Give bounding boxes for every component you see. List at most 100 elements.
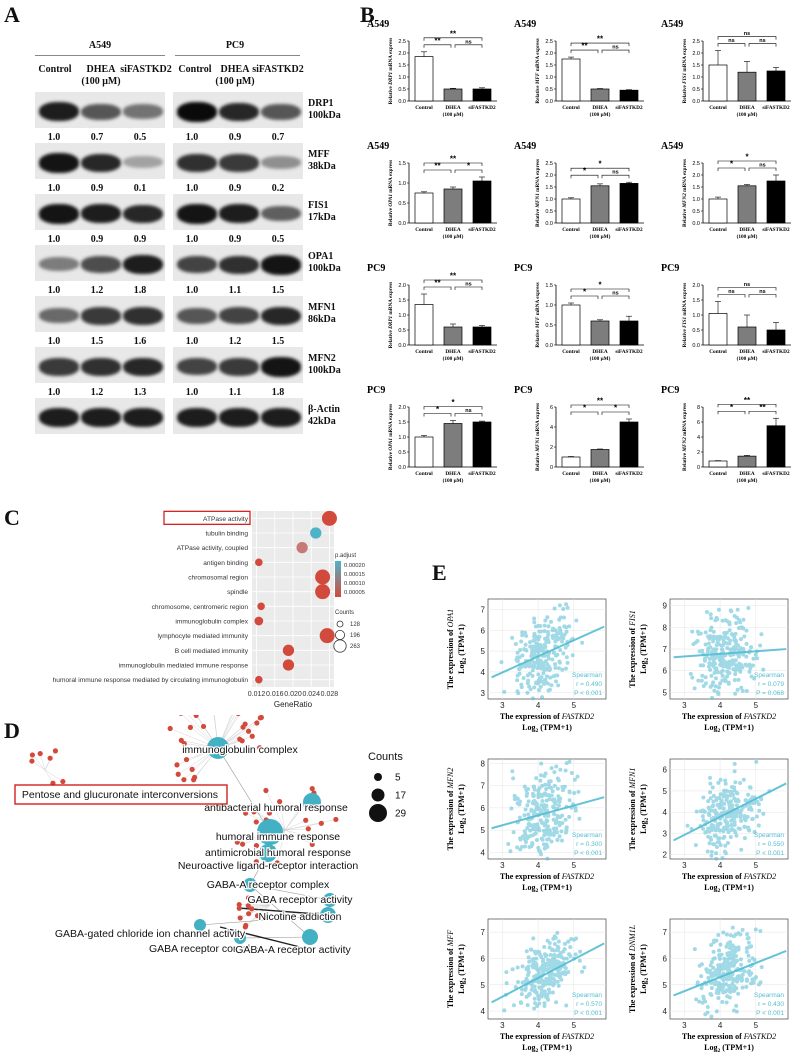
legend-circle bbox=[374, 773, 382, 781]
y-label-gene: OPA1 bbox=[388, 438, 394, 451]
significance-bracket bbox=[717, 287, 777, 291]
significance-label: * bbox=[436, 405, 440, 414]
scatter-point bbox=[719, 800, 724, 805]
significance-label: ns bbox=[612, 291, 618, 297]
scatter-point bbox=[727, 661, 732, 666]
count-legend-circle bbox=[334, 630, 345, 641]
y-tick-label: 6 bbox=[481, 804, 486, 813]
scatter-point bbox=[722, 963, 727, 968]
bar bbox=[414, 304, 434, 346]
scatter-point bbox=[747, 945, 752, 950]
scatter-point bbox=[700, 808, 705, 813]
x-tick-label: 4 bbox=[536, 701, 541, 710]
scatter-point bbox=[722, 662, 727, 667]
gene-node bbox=[193, 715, 199, 719]
stat-p: P < 0.001 bbox=[756, 850, 784, 857]
term-hub-node bbox=[207, 737, 229, 759]
scatter-point bbox=[564, 829, 569, 834]
scatter-points bbox=[685, 759, 772, 861]
scatter-point bbox=[711, 639, 716, 644]
scatter-point bbox=[723, 960, 728, 965]
significance-label: ns bbox=[759, 38, 765, 44]
y-unit-sub: 2 bbox=[644, 818, 650, 821]
y-label-gene: MFN1 bbox=[535, 193, 541, 209]
scatter-point bbox=[543, 667, 548, 672]
scatter-point bbox=[702, 656, 707, 661]
x-label-gene: FASTKD2 bbox=[743, 712, 776, 721]
gene-node bbox=[254, 913, 261, 919]
x-axis-label: The expression of FASTKD2 bbox=[500, 1032, 594, 1041]
scatter-point bbox=[688, 671, 693, 676]
scatter-point bbox=[574, 618, 579, 623]
significance-label: * bbox=[583, 167, 587, 176]
term-dot bbox=[315, 584, 331, 600]
significance-label: ns bbox=[612, 45, 618, 51]
scatter-point bbox=[539, 794, 544, 799]
significance-bracket bbox=[601, 174, 630, 179]
blot-band bbox=[177, 102, 217, 122]
scatter-point bbox=[532, 660, 537, 665]
scatter-point bbox=[556, 939, 561, 944]
network-edge bbox=[284, 829, 308, 837]
scatter-point bbox=[531, 638, 536, 643]
chart-cell-label: PC9 bbox=[514, 385, 532, 396]
scatter-point bbox=[717, 956, 722, 961]
network-edge bbox=[251, 904, 271, 910]
regression-line bbox=[491, 625, 605, 679]
y-tick-label: 0.5 bbox=[545, 323, 553, 329]
scatter-point bbox=[692, 686, 697, 691]
scatter-point bbox=[745, 932, 750, 937]
scatter-point bbox=[515, 650, 520, 655]
scatter-point bbox=[556, 778, 561, 783]
blot-band bbox=[81, 408, 121, 428]
scatter-point bbox=[724, 814, 729, 819]
gene-node bbox=[239, 841, 246, 847]
category-label: DHEA bbox=[592, 471, 607, 477]
scatter-point bbox=[727, 628, 732, 633]
y-label-gene: OPA1 bbox=[446, 609, 455, 628]
significance-label: ** bbox=[744, 396, 751, 405]
scatter-point bbox=[558, 631, 563, 636]
y-label-post: mRNA express bbox=[388, 404, 394, 438]
gene-node bbox=[333, 816, 339, 823]
y-tick-label: 0.0 bbox=[545, 343, 553, 349]
scatter-point bbox=[718, 843, 723, 848]
scatter-points bbox=[499, 602, 585, 701]
scatter-point bbox=[526, 812, 531, 817]
scatter-point bbox=[708, 963, 713, 968]
scatter-point bbox=[551, 826, 556, 831]
scatter-point bbox=[504, 970, 509, 975]
scatter-point bbox=[532, 996, 537, 1001]
significance-bracket bbox=[570, 404, 630, 408]
scatter-point bbox=[508, 849, 513, 854]
y-unit-log: Log bbox=[639, 661, 648, 674]
bar bbox=[708, 460, 728, 468]
scatter-points bbox=[506, 759, 582, 861]
scatter-point bbox=[534, 838, 539, 843]
scatter-point bbox=[534, 776, 539, 781]
protein-size: 42kDa bbox=[308, 416, 336, 427]
scatter-point bbox=[561, 788, 566, 793]
scatter-point bbox=[524, 633, 529, 638]
chart-cell-label: A549 bbox=[661, 141, 683, 152]
significance-bracket bbox=[570, 411, 599, 415]
scatter-point bbox=[557, 617, 562, 622]
gene-node bbox=[263, 787, 269, 794]
scatter-point bbox=[728, 940, 733, 945]
scatter-point bbox=[562, 624, 567, 629]
blot-band bbox=[39, 257, 79, 272]
protein-name: FIS1 bbox=[308, 200, 329, 211]
y-tick-label: 2.5 bbox=[545, 39, 553, 45]
blot-a549-fis1 bbox=[35, 194, 165, 230]
bar bbox=[619, 183, 639, 224]
blot-band bbox=[219, 154, 259, 172]
blot-band bbox=[123, 204, 163, 224]
scatter-point bbox=[554, 1000, 559, 1005]
band-ratio: 1.5 bbox=[271, 336, 285, 347]
scatter-point bbox=[734, 621, 739, 626]
scatter-point bbox=[546, 813, 551, 818]
bar bbox=[443, 188, 463, 224]
bar-chart-a549-opa1: A549 0.0 0.5 1.0 1.5 Relative OPA1 mRNA expre… bbox=[367, 141, 497, 240]
x-unit-tail: (TPM+1) bbox=[720, 883, 754, 892]
term-label: immunoglobulin complex bbox=[175, 619, 248, 626]
